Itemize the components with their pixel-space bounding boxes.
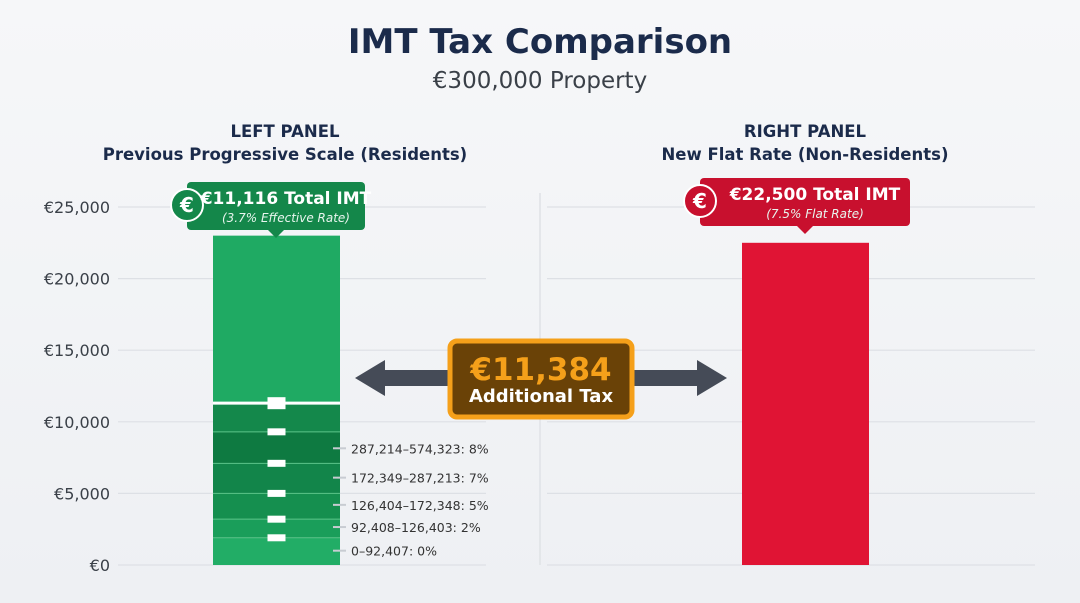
y-tick-label: €15,000 [44,341,110,360]
bracket-label: 0–92,407: 0% [351,544,437,559]
additional-tax-label: Additional Tax [469,386,614,407]
additional-tax-value: €11,384 [469,352,611,388]
chart-title: IMT Tax Comparison [347,22,733,62]
non-residents-callout-box [700,178,910,226]
bar-band-residents [213,463,340,494]
bar-band-residents [213,537,340,565]
band-marker [267,534,286,542]
euro-icon-glyph: € [692,189,707,213]
euro-icon-glyph: € [179,193,194,217]
arrow-left-icon [355,360,455,396]
band-marker [267,428,286,436]
y-tick-label: €5,000 [54,484,110,503]
arrow-right-icon [625,360,727,396]
bar-band-residents [213,235,340,404]
y-tick-label: €0 [90,556,110,575]
bar-band-residents [213,431,340,464]
band-marker [267,397,286,410]
residents-callout-rate: (3.7% Effective Rate) [222,211,350,225]
bar-non-residents [742,242,869,566]
right-panel-title: RIGHT PANEL [743,122,867,141]
left-panel-subtitle: Previous Progressive Scale (Residents) [102,145,468,164]
right-panel-subtitle: New Flat Rate (Non-Residents) [661,145,949,164]
euro-icon [683,184,717,218]
residents-callout-value: €11,116 Total IMT [200,189,372,209]
bracket-label: 172,349–287,213: 7% [351,471,489,486]
bar-band-residents [213,519,340,538]
non-residents-callout-value: €22,500 Total IMT [729,185,901,205]
non-residents-callout-pointer [797,226,813,234]
y-tick-label: €10,000 [44,413,110,432]
band-marker [267,515,286,523]
band-marker [267,459,286,467]
left-panel-title: LEFT PANEL [230,122,340,141]
bracket-label: 92,408–126,403: 2% [351,520,481,535]
euro-icon [170,188,204,222]
chart-subtitle: €300,000 Property [432,68,648,94]
y-tick-label: €25,000 [44,198,110,217]
y-tick-label: €20,000 [44,270,110,289]
residents-callout-pointer [268,230,284,238]
bracket-label: 126,404–172,348: 5% [351,498,489,513]
bracket-label: 287,214–574,323: 8% [351,441,489,456]
right-panel-heading: RIGHT PANEL New Flat Rate (Non-Residents… [580,120,1030,166]
additional-tax-box [447,338,635,420]
residents-callout-box [187,182,365,230]
bar-band-residents [213,493,340,520]
left-panel-heading: LEFT PANEL Previous Progressive Scale (R… [60,120,510,166]
band-marker [267,489,286,497]
non-residents-callout-rate: (7.5% Flat Rate) [766,207,864,221]
